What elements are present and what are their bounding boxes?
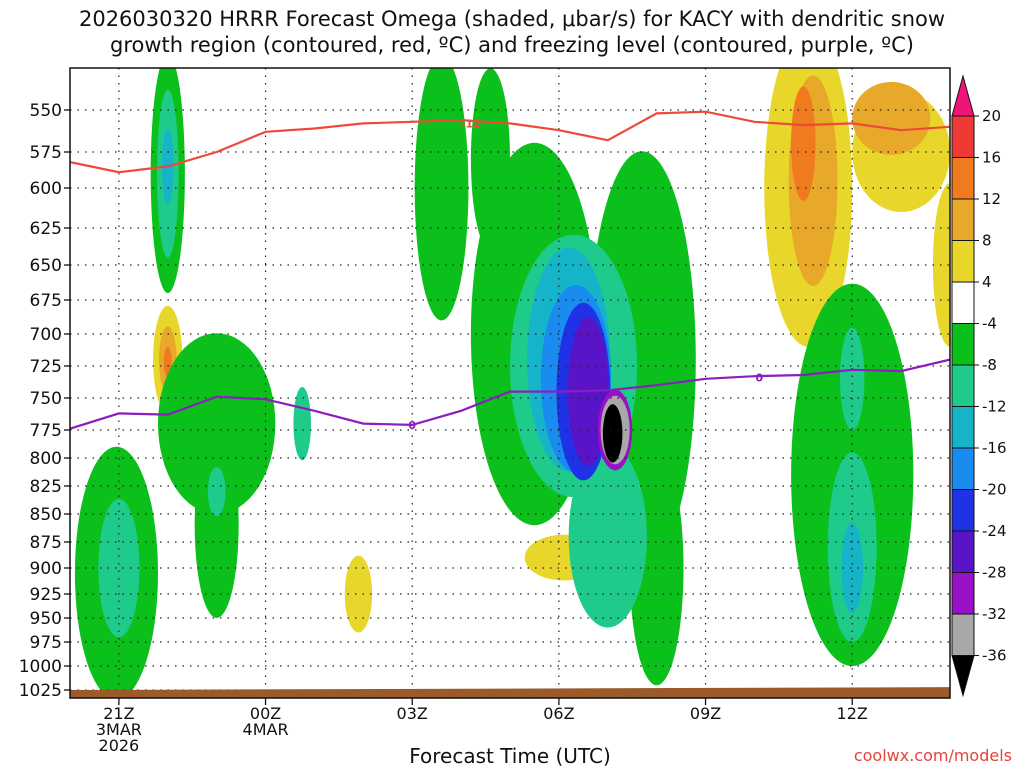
y-tick-label: 925 (30, 585, 62, 605)
y-tick-label: 700 (30, 325, 62, 345)
x-tick-label: 3MAR (96, 720, 142, 739)
colorbar-label: -36 (982, 647, 1007, 665)
y-tick-label: 775 (30, 421, 62, 441)
x-tick-label: 00Z (250, 704, 281, 723)
colorbar-swatch (951, 323, 975, 366)
omega-cell-neg8 (158, 333, 276, 514)
y-tick-label: 1025 (19, 681, 62, 701)
colorbar-bottom-arrow (951, 655, 975, 698)
omega-cell-neg12 (568, 445, 647, 628)
colorbar-swatch (951, 240, 975, 283)
x-tick-label: 09Z (690, 704, 721, 723)
x-tick-label: 03Z (397, 704, 428, 723)
y-tick-label: 800 (30, 449, 62, 469)
colorbar-swatch (951, 157, 975, 200)
omega-cell-neg12 (840, 327, 865, 430)
colorbar-swatch (951, 613, 975, 656)
y-tick-label: 850 (30, 505, 62, 525)
colorbar-label: 4 (982, 273, 992, 291)
freezing-line (70, 358, 950, 430)
x-axis-title: Forecast Time (UTC) (409, 744, 611, 768)
y-tick-label: 950 (30, 609, 62, 629)
omega-cell-neg12 (207, 466, 226, 517)
y-tick-label: 900 (30, 559, 62, 579)
y-tick-label: 975 (30, 633, 62, 653)
colorbar-label: -32 (982, 605, 1007, 623)
colorbar-swatch (951, 572, 975, 615)
omega-cell-12 (791, 86, 816, 201)
colorbar-label: -16 (982, 439, 1007, 457)
omega-shading (74, 68, 950, 698)
colorbar-swatch (951, 364, 975, 407)
ground-fill (70, 687, 950, 698)
colorbar-swatch (951, 115, 975, 158)
y-tick-label: 625 (30, 219, 62, 239)
colorbar-swatch (951, 406, 975, 449)
omega-cell-neg12 (293, 386, 312, 461)
title-line-1: 2026030320 HRRR Forecast Omega (shaded, … (78, 7, 946, 31)
x-tick-label: 21Z (103, 704, 134, 723)
y-tick-label: 875 (30, 533, 62, 553)
colorbar-label: 8 (982, 232, 992, 250)
y-tick-label: 675 (30, 291, 62, 311)
colorbar: 20 16 12 8 4 -4 -8 -12 -16 -20 -24 -28 -32 -36 (951, 74, 1007, 698)
colorbar-label: 16 (982, 149, 1001, 167)
x-tick-label: 2026 (99, 736, 140, 755)
y-tick-label: 650 (30, 256, 62, 276)
colorbar-label: -8 (982, 356, 997, 374)
colorbar-label: -28 (982, 564, 1007, 582)
omega-cell-neg8 (194, 432, 239, 618)
omega-cell-neg16 (841, 522, 863, 614)
omega-cell-4 (344, 555, 373, 633)
y-tick-label: 750 (30, 389, 62, 409)
colorbar-swatch (951, 198, 975, 241)
colorbar-label: -12 (982, 398, 1007, 416)
freezing-line-label: 0 (408, 419, 416, 432)
omega-cell-black (602, 404, 623, 463)
colorbar-label: 12 (982, 190, 1001, 208)
colorbar-label: 20 (982, 107, 1001, 125)
contour-lines: -12 0 0 (70, 110, 950, 432)
omega-cell-neg8 (414, 68, 469, 321)
title-line-2: growth region (contoured, red, ºC) and f… (110, 33, 914, 57)
colorbar-swatch (951, 530, 975, 573)
credit-text: coolwx.com/models (853, 746, 1012, 765)
ground (70, 687, 950, 698)
dendritic-line-label: -12 (461, 117, 481, 130)
x-tick-label: 12Z (837, 704, 868, 723)
colorbar-label: -20 (982, 481, 1007, 499)
y-tick-label: 550 (30, 101, 62, 121)
y-tick-label: 600 (30, 179, 62, 199)
freezing-line-label-2: 0 (756, 372, 764, 385)
plot-frame (69, 67, 951, 699)
x-tick-label: 06Z (543, 704, 574, 723)
y-tick-label: 725 (30, 357, 62, 377)
y-tick-label: 1000 (19, 657, 62, 677)
y-axis: 550 575 600 625 650 675 700 725 750 775 800 825 850 8… (19, 101, 70, 701)
dendritic-line (70, 110, 950, 174)
colorbar-swatch (951, 281, 975, 324)
colorbar-swatch (951, 489, 975, 532)
colorbar-swatch (951, 447, 975, 490)
colorbar-label: -4 (982, 315, 997, 333)
colorbar-label: -24 (982, 522, 1007, 540)
omega-cell-neg12 (98, 498, 140, 638)
x-tick-label: 4MAR (243, 720, 289, 739)
omega-cell-8 (852, 81, 931, 155)
colorbar-top-arrow (951, 74, 975, 117)
y-tick-label: 825 (30, 477, 62, 497)
y-tick-label: 575 (30, 143, 62, 163)
chart-title: 2026030320 HRRR Forecast Omega (shaded, … (0, 6, 1024, 58)
